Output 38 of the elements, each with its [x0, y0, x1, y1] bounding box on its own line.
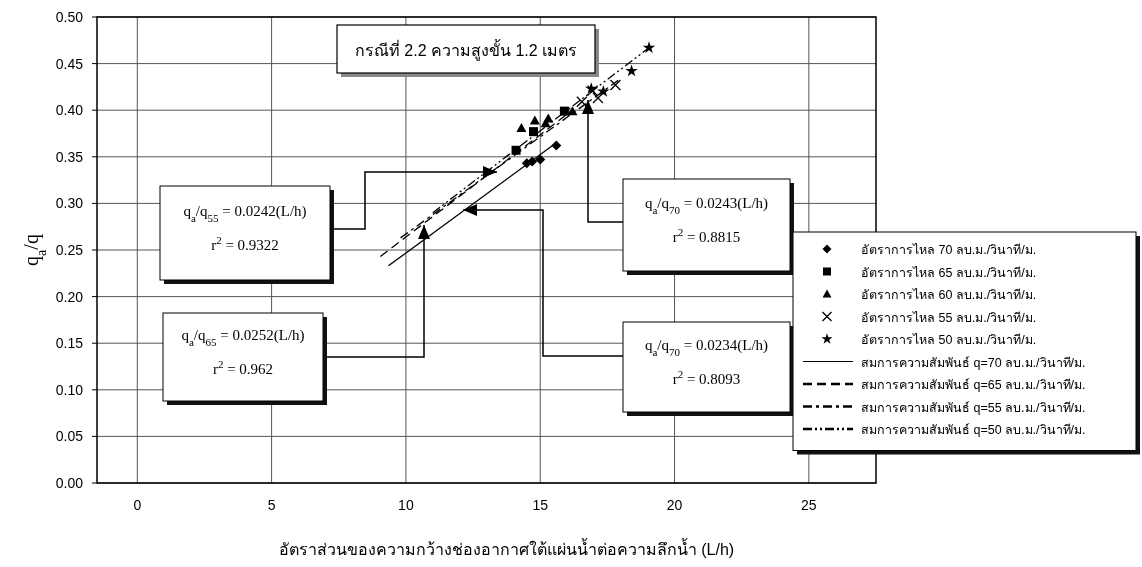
- y-tick-label: 0.00: [55, 475, 84, 491]
- annotation: q$_{a}$/q$_{70}$ = 0.0243(L/h): [644, 195, 769, 216]
- y-tick-label: 0.40: [55, 102, 84, 119]
- y-tick-label: 0.30: [55, 195, 84, 212]
- legend-label: อัตราการไหล 70 ลบ.ม./วินาที/ม.: [861, 243, 1037, 257]
- x-tick-label: 0: [133, 497, 142, 513]
- annotation: r$^{2}$ = 0.8093: [672, 368, 741, 387]
- legend-label: อัตราการไหล 50 ลบ.ม./วินาที/ม.: [861, 333, 1037, 347]
- legend-label: สมการความสัมพันธ์ q=65 ลบ.ม./วินาที/ม.: [861, 378, 1086, 392]
- y-tick-label: 0.25: [55, 242, 84, 258]
- annotation: q$_{a}$/q$_{70}$ = 0.0234(L/h): [644, 337, 769, 358]
- y-tick-label: 0.50: [55, 9, 84, 25]
- y-tick-label: 0.35: [55, 148, 84, 165]
- y-tick-label: 0.10: [55, 381, 84, 398]
- legend-label: สมการความสัมพันธ์ q=50 ลบ.ม./วินาที/ม.: [861, 423, 1086, 437]
- y-tick-label: 0.45: [55, 55, 84, 72]
- x-tick-label: 10: [398, 497, 414, 513]
- title: กรณีที่ 2.2 ความสูงขั้น 1.2 เมตร: [336, 24, 599, 77]
- x-axis-title: อัตราส่วนของความกว้างช่องอากาศใต้แผ่นน้ำต่อความลึกน้ำ (L/h): [278, 538, 735, 558]
- y-tick-label: 0.15: [55, 335, 84, 352]
- legend-label: สมการความสัมพันธ์ q=70 ลบ.ม./วินาที/ม.: [861, 355, 1086, 370]
- legend-label: อัตราการไหล 60 ลบ.ม./วินาที/ม.: [861, 288, 1037, 302]
- x-tick-label: 20: [666, 497, 683, 513]
- x-tick-label: 15: [532, 497, 549, 513]
- annotation: q$_{a}$/q$_{70}$ = 0.0243(L/h) r$^{2}$ = 0.8815: [582, 99, 794, 275]
- annotation: q$_{a}$/q$_{55}$ = 0.0242(L/h): [183, 203, 307, 224]
- x-tick-label: 5: [267, 497, 276, 513]
- x-tick-label: 25: [801, 497, 817, 513]
- y-tick-label: 0.20: [55, 288, 84, 305]
- legend-label: อัตราการไหล 65 ลบ.ม./วินาที/ม.: [861, 265, 1037, 280]
- y-tick-label: 0.05: [55, 428, 84, 445]
- annotation: q$_{a}$/q$_{55}$ = 0.0242(L/h) r$^{2}$ = 0.9322: [159, 166, 498, 284]
- legend-label: สมการความสัมพันธ์ q=55 ลบ.ม./วินาที/ม.: [861, 400, 1086, 415]
- legend-label: อัตราการไหล 55 ลบ.ม./วินาที/ม.: [861, 310, 1037, 325]
- annotation: r$^{2}$ = 0.9322: [211, 234, 279, 253]
- annotation: r$^{2}$ = 0.8815: [672, 226, 741, 245]
- annotation: r$^{2}$ = 0.962: [212, 358, 274, 377]
- annotation: q$_{a}$/q$_{65}$ = 0.0252(L/h): [181, 327, 305, 348]
